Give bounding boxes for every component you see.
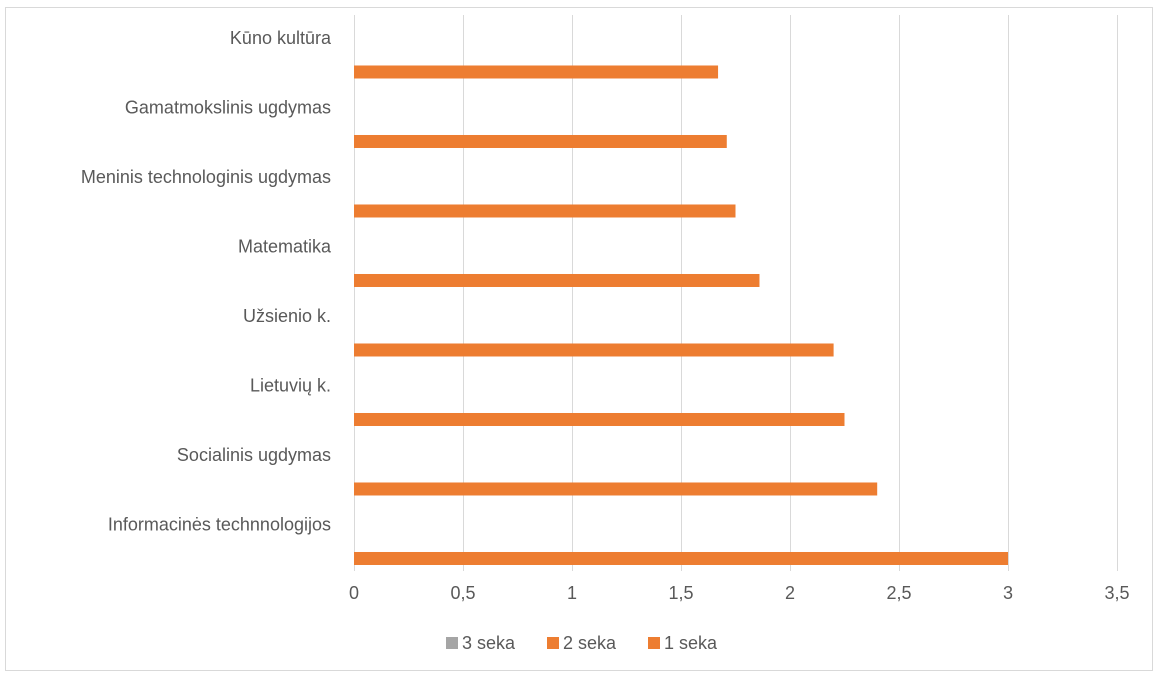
bar — [354, 204, 736, 218]
x-tick-label: 2,5 — [886, 583, 911, 603]
x-tick-labels: 0 0,5 1 1,5 2 2,5 3 3,5 — [349, 583, 1130, 603]
bar — [354, 65, 719, 79]
x-tick-label: 1,5 — [668, 583, 693, 603]
x-tick-label: 3,5 — [1104, 583, 1129, 603]
legend: 3 seka 2 seka 1 seka — [446, 633, 718, 653]
legend-item: 2 seka — [547, 633, 617, 653]
bar — [354, 273, 760, 287]
x-tick-label: 0 — [349, 583, 359, 603]
category-label: Lietuvių k. — [250, 375, 331, 395]
category-label: Matematika — [238, 236, 332, 256]
gridlines — [354, 15, 1118, 571]
bar — [354, 412, 845, 426]
bar — [354, 134, 727, 148]
legend-item: 1 seka — [648, 633, 718, 653]
category-label: Kūno kultūra — [230, 28, 332, 48]
category-label: Meninis technologinis ugdymas — [81, 167, 331, 187]
legend-label: 3 seka — [462, 633, 516, 653]
category-label: Gamatmokslinis ugdymas — [125, 97, 331, 117]
legend-item: 3 seka — [446, 633, 516, 653]
legend-label: 2 seka — [563, 633, 617, 653]
bar — [354, 551, 1008, 565]
category-label: Užsienio k. — [243, 306, 331, 326]
x-tick-label: 3 — [1003, 583, 1013, 603]
x-tick-label: 0,5 — [450, 583, 475, 603]
legend-swatch — [648, 637, 660, 649]
category-label: Informacinės technnologijos — [108, 514, 331, 534]
x-tick-label: 1 — [567, 583, 577, 603]
x-tick-label: 2 — [785, 583, 795, 603]
category-label: Socialinis ugdymas — [177, 445, 331, 465]
legend-swatch — [547, 637, 559, 649]
bar — [354, 343, 834, 357]
legend-label: 1 seka — [664, 633, 718, 653]
legend-swatch — [446, 637, 458, 649]
bar — [354, 482, 878, 496]
bars — [354, 65, 1008, 565]
category-labels: Informacinės technnologijos Socialinis ug… — [81, 28, 332, 534]
